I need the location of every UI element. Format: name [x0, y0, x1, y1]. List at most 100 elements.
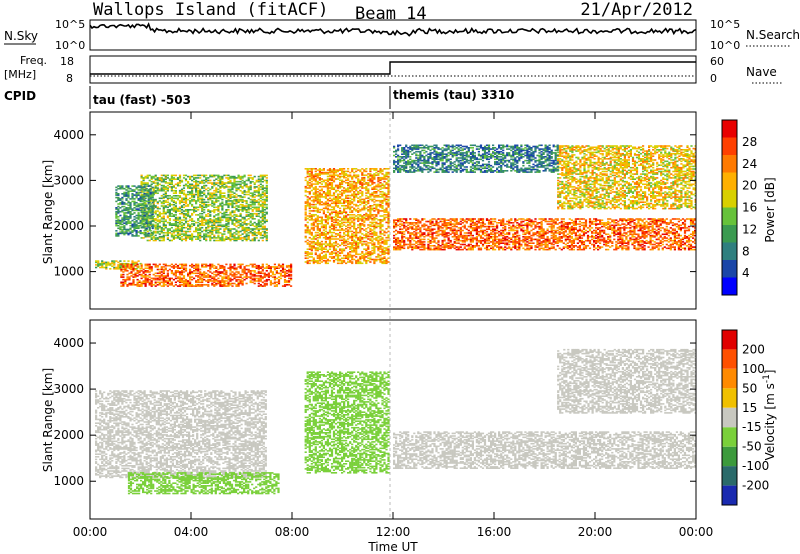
- echo-cell: [351, 185, 354, 188]
- echo-cell: [149, 221, 152, 223]
- echo-cell: [101, 262, 104, 265]
- echo-cell: [141, 217, 144, 219]
- echo-cell: [203, 263, 206, 266]
- echo-cell: [385, 175, 388, 178]
- echo-cell: [227, 223, 230, 225]
- echo-cell: [243, 220, 246, 223]
- echo-cell: [233, 268, 236, 271]
- echo-cell: [166, 237, 169, 239]
- echo-cell: [239, 275, 242, 277]
- echo-cell: [217, 277, 220, 280]
- echo-cell: [217, 271, 220, 273]
- echo-cell: [263, 221, 266, 224]
- echo-cell: [255, 186, 258, 188]
- echo-cell: [241, 203, 244, 206]
- echo-cell: [121, 232, 124, 235]
- echo-cell: [363, 256, 366, 258]
- echo-cell: [326, 199, 329, 202]
- echo-cell: [361, 257, 364, 259]
- echo-cell: [123, 231, 126, 233]
- echo-cell: [213, 285, 216, 287]
- echo-cell: [178, 210, 182, 212]
- echo-cell: [219, 196, 222, 198]
- echo-cell: [261, 239, 264, 242]
- echo-cell: [182, 214, 186, 216]
- echo-cell: [245, 186, 248, 188]
- echo-cell: [184, 218, 188, 220]
- echo-cell: [328, 226, 332, 229]
- echo-cell: [367, 201, 370, 203]
- echo-cell: [373, 258, 376, 261]
- echo-cell: [151, 219, 154, 222]
- echo-cell: [314, 179, 317, 182]
- echo-cell: [149, 189, 152, 191]
- echo-cell: [154, 178, 157, 180]
- echo-cell: [363, 225, 366, 228]
- echo-cell: [156, 184, 159, 187]
- echo-cell: [182, 233, 186, 235]
- echo-cell: [235, 267, 238, 269]
- echo-cell: [332, 259, 336, 262]
- echo-cell: [275, 270, 278, 272]
- echo-cell: [247, 197, 250, 200]
- echo-cell: [251, 214, 254, 216]
- echo-cell: [249, 273, 252, 276]
- echo-cell: [259, 228, 262, 230]
- echo-cell: [257, 180, 260, 183]
- echo-cell: [237, 278, 240, 281]
- echo-cell: [162, 207, 165, 210]
- echo-cell: [120, 263, 123, 266]
- echo-cell: [387, 202, 390, 205]
- echo-cell: [213, 220, 216, 223]
- echo-cell: [355, 189, 358, 192]
- echo-cell: [261, 187, 264, 189]
- echo-cell: [249, 281, 252, 284]
- echo-cell: [308, 210, 311, 212]
- echo-cell: [162, 284, 165, 286]
- echo-cell: [215, 270, 218, 272]
- echo-cell: [231, 266, 234, 268]
- echo-cell: [119, 199, 122, 201]
- echo-cell: [215, 219, 218, 221]
- echo-cell: [357, 207, 360, 210]
- echo-cell: [128, 282, 131, 285]
- echo-cell: [318, 203, 321, 206]
- echo-cell: [176, 237, 180, 239]
- echo-cell: [353, 242, 356, 244]
- echo-cell: [349, 201, 352, 203]
- echo-cell: [189, 281, 192, 284]
- echo-cell: [174, 197, 177, 200]
- echo-cell: [160, 220, 163, 223]
- echo-cell: [312, 242, 315, 244]
- echo-cell: [117, 216, 120, 218]
- echo-cell: [304, 185, 307, 188]
- echo-cell: [343, 249, 346, 252]
- echo-cell: [255, 180, 258, 183]
- echo-cell: [121, 200, 124, 203]
- echo-cell: [140, 183, 143, 186]
- echo-cell: [261, 277, 264, 280]
- echo-cell: [235, 177, 238, 179]
- echo-cell: [304, 224, 307, 226]
- echo-cell: [195, 184, 198, 187]
- echo-cell: [225, 211, 228, 214]
- echo-cell: [324, 259, 327, 262]
- echo-cell: [367, 254, 370, 257]
- echo-cell: [381, 194, 384, 197]
- echo-cell: [316, 262, 319, 265]
- echo-cell: [385, 262, 388, 265]
- echo-cell: [174, 183, 177, 186]
- echo-cell: [259, 284, 262, 286]
- echo-cell: [257, 272, 260, 275]
- echo-cell: [160, 281, 163, 284]
- echo-cell: [223, 229, 226, 232]
- echo-cell: [349, 217, 352, 220]
- echo-cell: [381, 215, 384, 217]
- echo-cell: [119, 214, 122, 217]
- echo-cell: [164, 281, 167, 284]
- echo-cell: [332, 206, 336, 208]
- echo-cell: [229, 211, 232, 214]
- echo-cell: [324, 171, 327, 174]
- echo-cell: [379, 247, 382, 249]
- echo-cell: [145, 187, 148, 190]
